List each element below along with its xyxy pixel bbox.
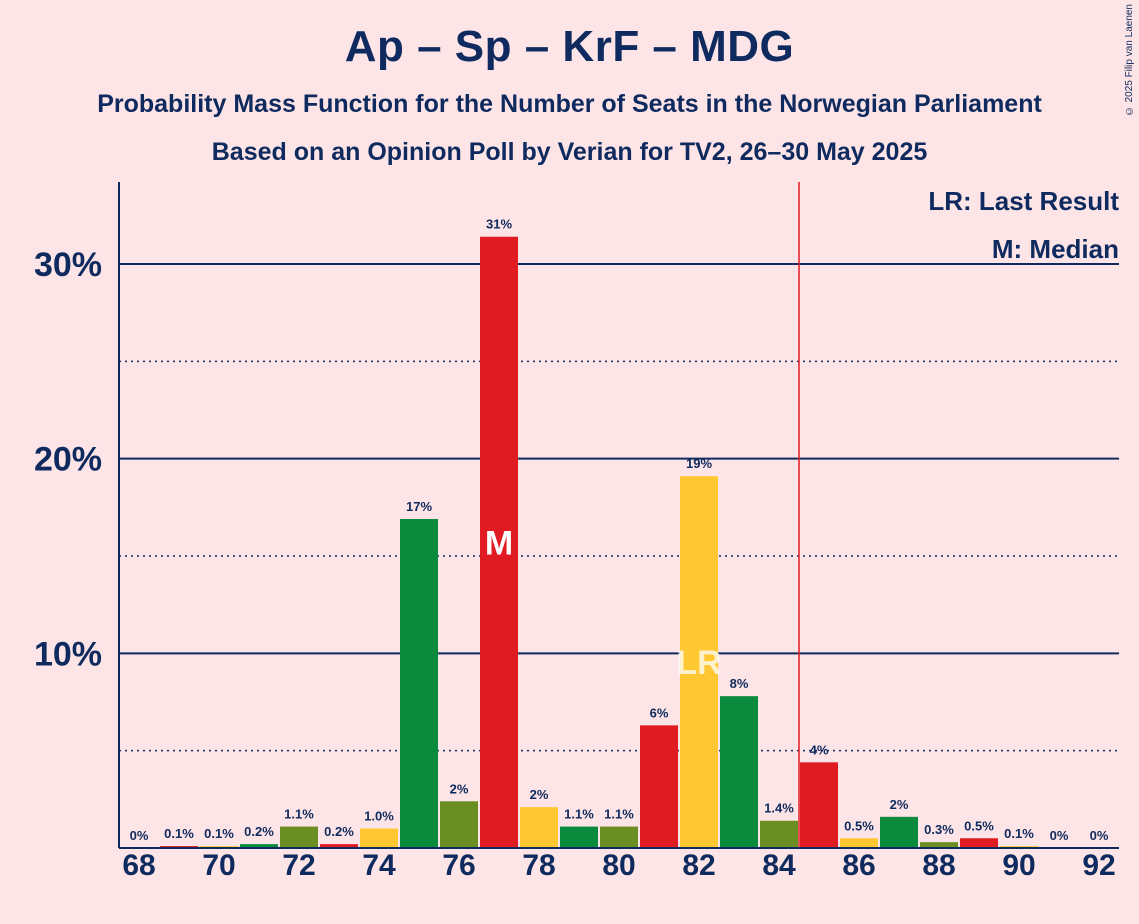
x-tick-label: 88	[922, 849, 955, 882]
bar-seat-75	[400, 519, 438, 848]
bar-seat-83	[720, 696, 758, 848]
bar-seat-76	[440, 801, 478, 848]
data-label-seat-86: 0.5%	[844, 818, 874, 833]
data-label-seat-82: 19%	[686, 456, 712, 471]
legend-median: M: Median	[991, 234, 1119, 264]
bar-seat-85	[800, 762, 838, 848]
data-label-seat-83: 8%	[730, 676, 749, 691]
bar-seat-82	[680, 476, 718, 848]
y-tick-label: 30%	[34, 246, 102, 284]
bar-seat-74	[360, 828, 398, 848]
data-label-seat-74: 1.0%	[364, 809, 394, 824]
data-label-seat-89: 0.5%	[964, 818, 994, 833]
median-marker: M	[485, 524, 513, 562]
last-result-marker: LR	[676, 644, 721, 682]
data-label-seat-76: 2%	[450, 781, 469, 796]
bar-seat-88	[920, 842, 958, 848]
bar-seat-84	[760, 820, 798, 848]
data-label-seat-88: 0.3%	[924, 822, 954, 837]
chart-title: Ap – Sp – KrF – MDG	[344, 22, 795, 71]
x-tick-label: 82	[682, 849, 715, 882]
x-tick-label: 78	[522, 849, 555, 882]
x-tick-label: 90	[1002, 849, 1035, 882]
bar-seat-81	[640, 725, 678, 848]
data-label-seat-73: 0.2%	[324, 824, 354, 839]
legend-last-result: LR: Last Result	[928, 186, 1119, 216]
data-label-seat-85: 4%	[810, 742, 829, 757]
x-tick-label: 92	[1082, 849, 1115, 882]
data-label-seat-81: 6%	[650, 705, 669, 720]
x-tick-label: 76	[442, 849, 475, 882]
chart-source-line: Based on an Opinion Poll by Verian for T…	[211, 138, 928, 166]
x-tick-label: 70	[202, 849, 235, 882]
bar-seat-87	[880, 816, 918, 848]
data-label-seat-78: 2%	[530, 787, 549, 802]
bar-seat-73	[320, 844, 358, 848]
data-label-seat-92: 0%	[1090, 828, 1109, 843]
x-tick-label: 72	[282, 849, 315, 882]
data-label-seat-70: 0.1%	[204, 826, 234, 841]
chart-subtitle: Probability Mass Function for the Number…	[97, 90, 1042, 118]
y-tick-label: 20%	[34, 441, 102, 479]
data-label-seat-77: 31%	[486, 217, 512, 232]
bar-seat-79	[560, 826, 598, 848]
bar-seat-80	[600, 826, 638, 848]
data-label-seat-87: 2%	[890, 797, 909, 812]
bar-seat-78	[520, 807, 558, 848]
data-label-seat-72: 1.1%	[284, 807, 314, 822]
data-label-seat-71: 0.2%	[244, 824, 274, 839]
x-tick-label: 80	[602, 849, 635, 882]
data-label-seat-84: 1.4%	[764, 801, 794, 816]
x-tick-label: 86	[842, 849, 875, 882]
bar-seat-72	[280, 826, 318, 848]
y-tick-label: 10%	[34, 635, 102, 673]
bar-seat-77	[480, 236, 518, 848]
data-label-seat-80: 1.1%	[604, 807, 634, 822]
data-label-seat-68: 0%	[130, 828, 149, 843]
bar-seat-71	[240, 844, 278, 848]
data-label-seat-90: 0.1%	[1004, 826, 1034, 841]
bar-seat-89	[960, 838, 998, 848]
x-tick-label: 84	[762, 849, 796, 882]
data-label-seat-79: 1.1%	[564, 807, 594, 822]
x-tick-label: 74	[362, 849, 396, 882]
x-tick-label: 68	[122, 849, 155, 882]
data-label-seat-75: 17%	[406, 499, 432, 514]
data-label-seat-91: 0%	[1050, 828, 1069, 843]
bar-seat-86	[840, 838, 878, 848]
data-label-seat-69: 0.1%	[164, 826, 194, 841]
